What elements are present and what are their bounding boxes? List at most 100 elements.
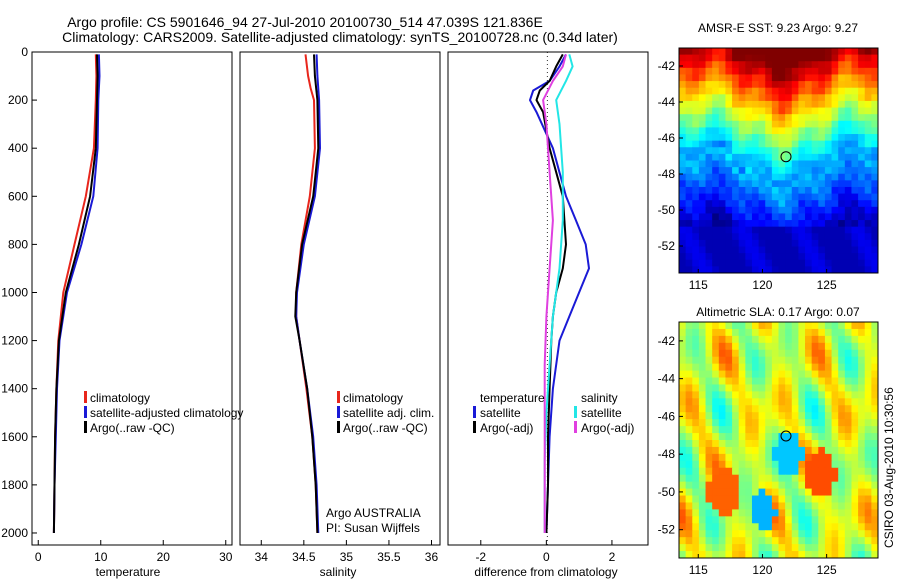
heatmap-cell [838, 61, 846, 69]
heatmap-cell [732, 328, 740, 337]
heatmap-cell [851, 530, 859, 538]
heatmap-cell [831, 147, 839, 155]
heatmap-cell [824, 213, 833, 221]
heatmap-cell [712, 226, 720, 234]
heatmap-cell [745, 81, 753, 89]
heatmap-cell [705, 398, 713, 406]
heatmap-cell [805, 335, 813, 344]
heatmap-cell [738, 246, 746, 254]
heatmap-cell [798, 426, 806, 434]
heatmap-cell [692, 160, 700, 168]
heatmap-cell [738, 551, 746, 558]
heatmap-cell [732, 220, 740, 228]
heatmap-cell [705, 180, 713, 188]
heatmap-cell [692, 391, 700, 399]
heatmap-cell [785, 481, 793, 490]
heatmap-cell [705, 54, 713, 62]
heatmap-cell [718, 384, 727, 393]
heatmap-cell [858, 220, 866, 228]
heatmap-cell [705, 100, 713, 109]
heatmap-cell [738, 134, 746, 142]
heatmap-cell [798, 173, 806, 181]
heatmap-cell [765, 48, 773, 56]
heatmap-cell [745, 140, 753, 148]
heatmap-cell [871, 328, 878, 337]
heatmap-cell [851, 384, 859, 393]
heatmap-cell [725, 220, 733, 228]
heatmap-cell [851, 200, 859, 208]
heatmap-cell [858, 213, 866, 221]
heatmap-cell [771, 488, 780, 497]
heatmap-cell [705, 509, 713, 517]
heatmap-cell [858, 356, 866, 365]
heatmap-cell [725, 412, 733, 420]
heatmap-cell [864, 544, 872, 552]
heatmap-cell [864, 488, 872, 497]
heatmap-cell [705, 516, 713, 524]
heatmap-cell [844, 551, 853, 558]
heatmap-cell [778, 253, 786, 261]
heatmap-cell [679, 335, 687, 344]
heatmap-cell [698, 54, 707, 62]
heatmap-cell [679, 405, 687, 413]
heatmap-cell [725, 544, 733, 552]
heatmap-cell [838, 173, 846, 181]
heatmap-cell [791, 140, 799, 148]
heatmap-cell [798, 467, 806, 476]
heatmap-cell [871, 516, 878, 524]
heatmap-cell [745, 530, 753, 538]
heatmap-cell [785, 384, 793, 393]
heatmap-cell [765, 226, 773, 234]
heatmap-cell [824, 94, 833, 102]
heatmap-cell [745, 160, 753, 168]
heatmap-cell [805, 67, 813, 76]
heatmap-cell [811, 200, 819, 208]
difference-xlabel: difference from climatology [474, 565, 617, 579]
heatmap-cell [771, 54, 780, 62]
heatmap-cell [818, 370, 826, 379]
heatmap-cell [858, 160, 866, 168]
heatmap-cell [824, 440, 833, 448]
heatmap-cell [851, 233, 859, 241]
heatmap-cell [685, 405, 693, 413]
heatmap-cell [838, 48, 846, 56]
series-line-climatology [52, 54, 98, 534]
heatmap-cell [778, 54, 786, 62]
heatmap-cell [732, 67, 740, 76]
x-tick-label: 125 [817, 563, 837, 577]
heatmap-cell [838, 193, 846, 201]
heatmap-cell [818, 509, 826, 517]
heatmap-cell [858, 453, 866, 462]
heatmap-cell [831, 213, 839, 221]
heatmap-cell [718, 446, 727, 455]
heatmap-cell [858, 481, 866, 490]
heatmap-cell [692, 127, 700, 135]
heatmap-cell [745, 502, 753, 511]
heatmap-cell [811, 342, 819, 351]
heatmap-cell [712, 523, 720, 531]
heatmap-cell [798, 226, 806, 234]
heatmap-cell [745, 239, 753, 248]
heatmap-cell [844, 147, 853, 155]
heatmap-cell [838, 67, 846, 76]
heatmap-cell [824, 67, 833, 76]
heatmap-cell [844, 167, 853, 175]
heatmap-cell [771, 495, 780, 504]
heatmap-cell [811, 54, 819, 62]
heatmap-cell [718, 220, 727, 228]
heatmap-cell [785, 134, 793, 142]
heatmap-cell [698, 349, 707, 358]
heatmap-cell [851, 266, 859, 273]
heatmap-cell [758, 180, 766, 188]
heatmap-cell [685, 467, 693, 476]
heatmap-cell [871, 530, 878, 538]
heatmap-cell [725, 140, 733, 148]
heatmap-cell [765, 391, 773, 399]
heatmap-cell [771, 120, 780, 129]
heatmap-cell [745, 213, 753, 221]
heatmap-cell [725, 502, 733, 511]
heatmap-cell [831, 398, 839, 406]
heatmap-cell [692, 502, 700, 511]
heatmap-cell [844, 502, 853, 511]
heatmap-cell [785, 335, 793, 344]
